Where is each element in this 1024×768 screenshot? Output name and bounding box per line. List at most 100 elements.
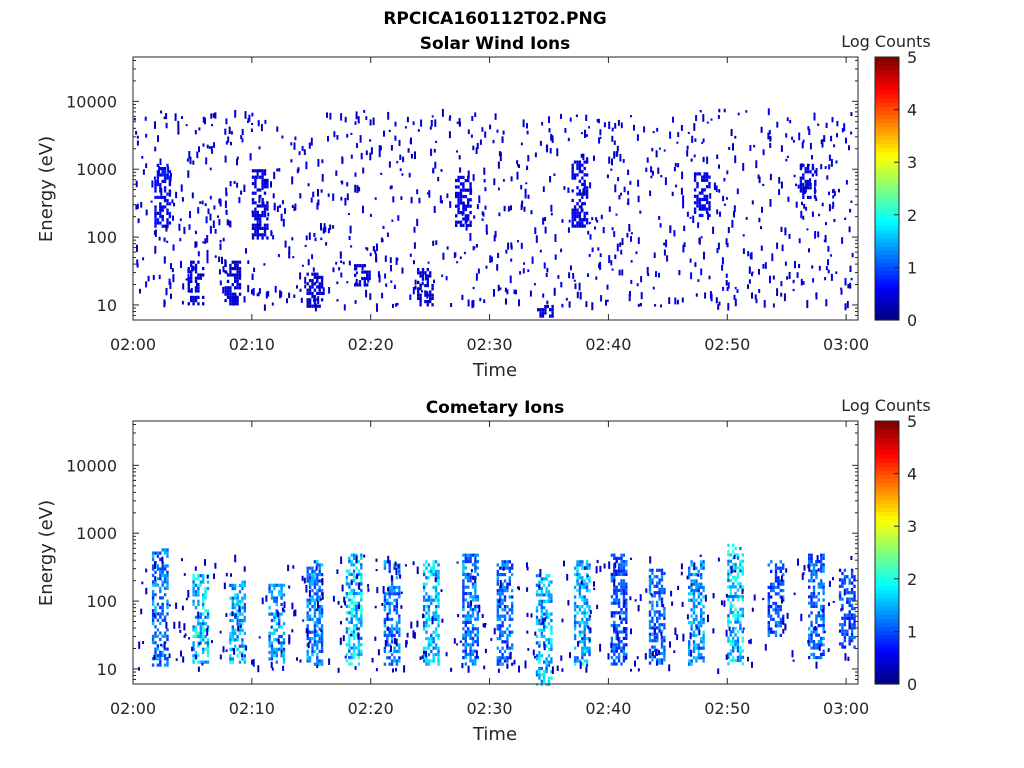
heatmap-cell	[431, 296, 434, 300]
heatmap-cell	[241, 606, 244, 610]
heatmap-cell	[853, 591, 856, 595]
heatmap-cell	[467, 217, 470, 221]
heatmap-cell	[696, 172, 699, 176]
heatmap-cell	[156, 663, 160, 667]
heatmap-cell	[459, 256, 462, 259]
heatmap-cell	[372, 246, 375, 252]
heatmap-cell	[348, 620, 351, 624]
heatmap-cell	[469, 220, 472, 224]
heatmap-cell	[538, 654, 541, 658]
heatmap-cell	[278, 625, 281, 629]
heatmap-cell	[476, 636, 479, 640]
heatmap-cell	[751, 271, 754, 274]
heatmap-cell	[386, 633, 389, 637]
heatmap-cell	[226, 295, 230, 299]
heatmap-cell	[432, 566, 435, 570]
heatmap-cell	[311, 589, 314, 593]
heatmap-cell	[727, 562, 730, 567]
heatmap-cell	[234, 273, 237, 277]
heatmap-cell	[320, 640, 324, 644]
heatmap-cell	[355, 614, 358, 618]
heatmap-cell	[429, 300, 432, 304]
heatmap-cell	[705, 210, 709, 214]
heatmap-cell	[151, 593, 155, 597]
heatmap-cell	[395, 257, 398, 265]
heatmap-cell	[547, 654, 551, 658]
heatmap-cell	[672, 116, 674, 123]
heatmap-cell	[251, 198, 255, 202]
heatmap-cell	[729, 585, 732, 589]
heatmap-cell	[596, 559, 599, 564]
heatmap-cell	[156, 634, 160, 638]
heatmap-cell	[426, 303, 429, 307]
colorbar-segment	[875, 556, 899, 562]
colorbar-segment	[875, 499, 899, 504]
heatmap-cell	[464, 633, 467, 637]
heatmap-cell	[518, 299, 520, 307]
heatmap-cell	[692, 215, 695, 223]
heatmap-cell	[678, 270, 681, 276]
heatmap-cell	[156, 644, 160, 648]
heatmap-cell	[427, 595, 431, 599]
heatmap-cell	[383, 608, 387, 612]
heatmap-cell	[651, 607, 654, 611]
heatmap-cell	[583, 585, 586, 589]
heatmap-cell	[581, 202, 584, 206]
heatmap-cell	[820, 553, 823, 557]
heatmap-cell	[658, 591, 661, 595]
heatmap-cell	[608, 121, 611, 129]
heatmap-cell	[777, 611, 780, 615]
heatmap-cell	[496, 617, 499, 621]
heatmap-cell	[181, 605, 184, 611]
heatmap-cell	[648, 655, 652, 659]
heatmap-cell	[648, 632, 652, 636]
heatmap-cell	[581, 576, 584, 580]
heatmap-cell	[179, 238, 182, 242]
heatmap-cell	[161, 570, 164, 574]
heatmap-cell	[154, 221, 157, 225]
heatmap-cell	[615, 611, 618, 615]
heatmap-cell	[456, 121, 459, 124]
heatmap-cell	[430, 633, 433, 637]
heatmap-cell	[833, 218, 836, 222]
heatmap-cell	[503, 205, 506, 212]
heatmap-cell	[320, 589, 324, 593]
heatmap-cell	[620, 585, 623, 589]
heatmap-cell	[651, 170, 654, 176]
heatmap-cell	[156, 218, 160, 222]
heatmap-cell	[395, 611, 399, 615]
heatmap-cell	[344, 116, 347, 123]
colorbar-tick-label: 1	[907, 258, 917, 277]
heatmap-cell	[268, 657, 271, 661]
heatmap-cell	[414, 285, 417, 290]
heatmap-cell	[340, 605, 343, 608]
heatmap-cell	[586, 664, 588, 667]
heatmap-cell	[508, 569, 511, 573]
heatmap-cell	[501, 582, 504, 586]
heatmap-cell	[613, 649, 616, 653]
heatmap-cell	[188, 151, 191, 159]
heatmap-cell	[338, 267, 341, 271]
heatmap-cell	[270, 593, 274, 597]
heatmap-cell	[692, 589, 696, 593]
heatmap-cell	[462, 643, 465, 647]
heatmap-cell	[313, 576, 317, 580]
heatmap-cell	[251, 191, 255, 195]
heatmap-cell	[659, 223, 662, 228]
heatmap-cell	[313, 295, 317, 299]
heatmap-cell	[350, 646, 353, 650]
heatmap-cell	[320, 285, 324, 289]
heatmap-cell	[275, 660, 278, 664]
heatmap-cell	[551, 304, 554, 309]
heatmap-cell	[822, 624, 825, 628]
heatmap-cell	[511, 662, 514, 666]
heatmap-cell	[822, 604, 825, 608]
heatmap-cell	[830, 158, 833, 167]
heatmap-cell	[282, 593, 286, 597]
heatmap-cell	[464, 585, 467, 589]
heatmap-cell	[199, 628, 202, 632]
heatmap-cell	[236, 638, 239, 642]
heatmap-cell	[617, 636, 621, 640]
heatmap-cell	[656, 603, 659, 608]
heatmap-cell	[695, 643, 698, 647]
